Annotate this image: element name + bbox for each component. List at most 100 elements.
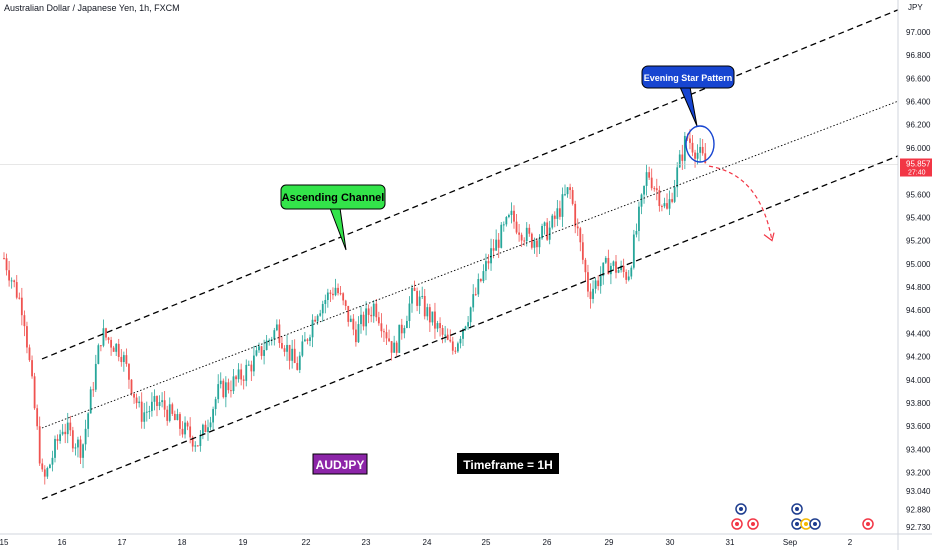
candle-body [135,397,138,404]
candle-body [143,412,146,422]
candle-body [620,265,622,271]
candle-body [283,348,286,352]
candle-body [232,376,235,392]
candle-body [648,172,651,178]
x-tick-label: 25 [482,538,491,547]
event-flag-icon-dot [813,522,817,526]
candle-body [161,400,163,403]
candle-body [622,265,625,272]
candle-body [61,431,64,435]
candle-body [352,318,355,330]
time-axis[interactable]: 15 16 17 18 19 22 23 24 25 26 29 30 31 Sep 2 [0,533,932,547]
candle-body [625,271,628,280]
candle-body [490,248,492,264]
candle-body [204,424,207,433]
candle-body [115,343,118,352]
candle-body [38,426,41,464]
pattern-callout-label: Evening Star Pattern [644,73,733,83]
candle-body [579,228,582,243]
x-tick-label: 15 [0,538,9,547]
candle-body [530,233,533,248]
timeframe-box-label: Timeframe = 1H [463,458,553,472]
candle-body [173,413,176,421]
candle-body [33,376,36,409]
channel-middle-line [41,100,899,429]
candle-body [423,295,426,317]
price-badge [900,158,932,177]
candle-body [416,290,418,306]
x-tick-label: 22 [302,538,311,547]
candle-body [148,411,151,413]
candle-body [643,185,645,195]
candle-body [441,328,444,335]
candle-body [120,356,123,363]
candle-body [286,344,288,352]
candle-body [222,380,225,398]
candle-body [617,270,620,273]
candle-body [258,346,260,351]
candle-body [694,152,696,159]
candle-body [260,346,263,356]
x-tick-label: Sep [783,538,798,547]
candle-body [520,234,523,241]
candle-body [184,422,186,435]
candle-body [388,338,390,342]
x-tick-label: 18 [178,538,187,547]
candle-body [23,315,26,327]
candle-body [538,238,541,248]
y-tick-label: 94.600 [906,306,931,315]
candle-body [704,153,707,164]
candle-body [138,401,141,404]
y-tick-label: 95.400 [906,213,931,222]
candle-body [224,382,227,398]
candle-body [365,308,367,327]
candle-body [316,315,319,322]
event-flag-icon-dot [751,522,755,526]
candle-body [581,242,584,260]
candle-body [230,390,232,392]
channel-callout-label: Ascending Channel [282,192,385,204]
candle-body [428,307,431,323]
candle-body [413,287,416,291]
candle-body [240,369,243,380]
candle-body [110,339,112,348]
candle-body [339,293,342,295]
candle-body [347,305,350,322]
candle-body [319,313,322,316]
channel-callout-box[interactable] [280,184,386,210]
candle-body [253,355,255,372]
candle-body [523,240,526,242]
candle-body [459,338,462,344]
candle-body [454,350,457,352]
pattern-callout-box[interactable] [641,65,735,89]
candle-body [89,389,92,414]
candle-body [658,190,661,207]
symbol-box-label: AUDJPY [316,458,365,472]
candle-body [349,318,352,322]
candle-body [31,360,33,377]
candle-body [627,276,630,280]
candle-body [296,362,299,370]
candle-body [49,464,51,468]
candle-body [375,303,378,318]
candle-body [650,177,653,189]
currency-label: JPY [908,3,923,12]
candle-body [214,399,217,410]
candle-body [82,444,84,458]
candle-body [599,276,602,287]
candle-body [189,426,192,438]
candle-body [46,467,49,477]
candle-body [635,231,638,235]
candle-body [273,330,276,340]
x-tick-label: 29 [605,538,614,547]
candle-body [133,393,135,398]
candle-body [510,210,513,215]
symbol-box [312,453,368,475]
candle-body [176,414,179,421]
candle-body [334,287,337,296]
candle-body [594,280,597,289]
symbol-title[interactable]: Australian Dollar / Japanese Yen, 1h, FX… [4,3,180,13]
candle-body [3,258,5,260]
